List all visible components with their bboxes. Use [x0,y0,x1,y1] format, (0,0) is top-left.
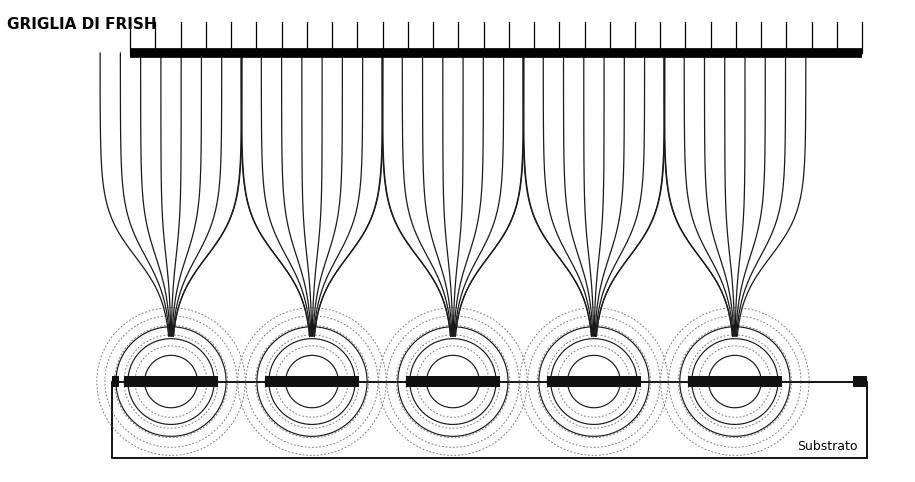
Bar [124,376,219,387]
Bar [264,376,360,387]
Bar [853,376,867,387]
Bar [112,376,119,387]
Bar [112,382,867,458]
Bar [546,376,641,387]
Text: GRIGLIA DI FRISH: GRIGLIA DI FRISH [7,17,157,32]
Text: Substrato: Substrato [797,440,857,453]
Bar [405,376,501,387]
Bar [687,376,782,387]
